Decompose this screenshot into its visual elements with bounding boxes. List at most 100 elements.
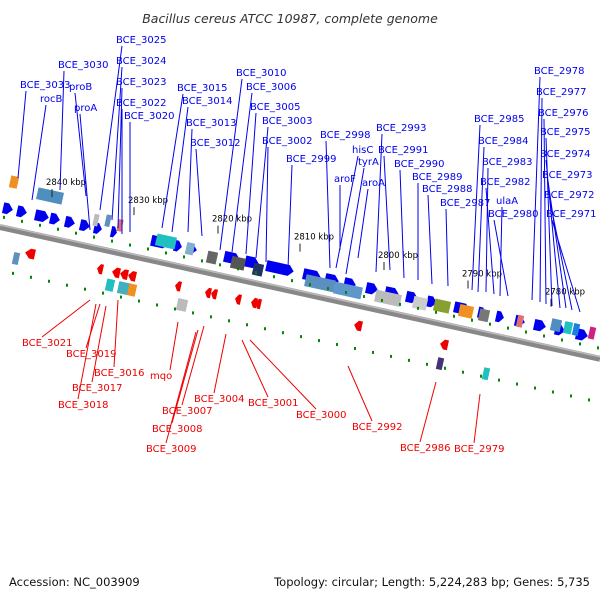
forward-gene-label: BCE_2976 xyxy=(538,108,588,119)
track-tick xyxy=(588,398,590,402)
forward-gene-label: aroF xyxy=(334,174,356,185)
track-tick xyxy=(462,370,464,374)
track-tick xyxy=(246,323,248,327)
feature-box xyxy=(515,314,525,328)
feature-box xyxy=(435,357,445,371)
reverse-gene-label: BCE_3009 xyxy=(146,444,196,455)
reverse-leader-line xyxy=(165,331,197,444)
feature-box xyxy=(251,262,265,277)
forward-gene-arrow xyxy=(33,209,49,223)
forward-gene-label: BCE_2990 xyxy=(394,159,444,170)
forward-leader-line xyxy=(545,137,553,307)
gene-labels: BCE_3033 rocB BCE_3030 proB proA BCE_3025 BCE_… xyxy=(20,35,596,455)
reverse-leader-line xyxy=(41,299,91,338)
reverse-gene-arrow xyxy=(235,294,243,305)
forward-leader-line xyxy=(161,93,184,229)
track-tick xyxy=(183,255,185,259)
scale-tick-label: 2810 kbp xyxy=(294,233,334,243)
forward-gene-label: BCE_2978 xyxy=(534,66,584,77)
track-tick xyxy=(201,259,203,263)
reverse-gene-arrow xyxy=(354,320,363,332)
forward-leader-line xyxy=(325,140,331,269)
forward-gene-label: BCE_3014 xyxy=(182,96,232,107)
forward-leader-line xyxy=(357,188,369,259)
reverse-gene-label: BCE_2979 xyxy=(454,444,504,455)
track-tick xyxy=(426,362,428,366)
track-tick xyxy=(57,227,59,231)
track-tick xyxy=(309,283,311,287)
backbone-highlight xyxy=(0,224,600,358)
backbone-line xyxy=(0,224,600,362)
track-tick xyxy=(345,291,347,295)
track-tick xyxy=(372,350,374,354)
scale-tick-label: 2840 kbp xyxy=(46,178,86,188)
feature-box xyxy=(587,326,597,340)
reverse-gene-arrow xyxy=(440,339,449,351)
track-tick xyxy=(417,306,419,310)
forward-gene-label: BCE_3005 xyxy=(250,102,300,113)
reverse-leader-line xyxy=(85,303,101,349)
forward-leader-line xyxy=(375,133,383,273)
reverse-gene-arrow xyxy=(211,289,219,300)
track-tick xyxy=(156,303,158,307)
track-tick xyxy=(120,295,122,299)
forward-gene-label: BCE_2985 xyxy=(474,114,524,125)
reverse-gene-arrow xyxy=(97,264,105,275)
feature-box xyxy=(11,252,21,266)
reverse-gene-label: BCE_3018 xyxy=(58,400,108,411)
track-tick xyxy=(210,315,212,319)
forward-gene-arrow xyxy=(364,282,378,295)
track-tick xyxy=(75,231,77,235)
forward-gene-label: BCE_2999 xyxy=(286,154,336,165)
track-tick xyxy=(561,338,563,342)
forward-gene-label: BCE_2971 xyxy=(546,209,596,220)
feature-box xyxy=(154,233,178,250)
reverse-leader-line xyxy=(113,299,119,368)
forward-gene-label: BCE_3025 xyxy=(116,35,166,46)
forward-leader-line xyxy=(399,169,405,279)
forward-gene-label: BCE_2982 xyxy=(480,177,530,188)
track-tick xyxy=(552,390,554,394)
reverse-gene-label: BCE_2986 xyxy=(400,443,450,454)
track-tick xyxy=(444,366,446,370)
track-tick xyxy=(192,311,194,315)
forward-leader-line xyxy=(335,155,359,269)
forward-leader-line xyxy=(255,126,269,259)
forward-gene-label: BCE_3003 xyxy=(262,116,312,127)
reverse-leader-line xyxy=(171,329,199,424)
track-tick xyxy=(66,283,68,287)
feature-box xyxy=(229,255,247,271)
forward-gene-label: BCE_3006 xyxy=(246,82,296,93)
reverse-gene-label: BCE_2992 xyxy=(352,422,402,433)
track-tick xyxy=(300,335,302,339)
forward-leader-line xyxy=(543,118,547,305)
track-tick xyxy=(228,319,230,323)
forward-leader-line xyxy=(17,90,27,179)
reverse-gene-label: BCE_3017 xyxy=(72,383,122,394)
reverse-gene-label: mqo xyxy=(150,371,172,382)
forward-gene-arrow xyxy=(532,318,546,332)
track-tick xyxy=(354,346,356,350)
forward-gene-label: rocB xyxy=(40,94,63,105)
track-tick xyxy=(102,291,104,295)
forward-leader-line xyxy=(111,66,123,221)
forward-gene-arrow xyxy=(425,295,437,308)
scale-tick-label: 2820 kbp xyxy=(212,215,252,225)
feature-box xyxy=(374,289,402,307)
track-tick xyxy=(390,354,392,358)
reverse-gene-arrow xyxy=(128,271,137,282)
track-tick xyxy=(93,235,95,239)
forward-leader-line xyxy=(31,104,47,201)
forward-leader-line xyxy=(551,219,581,313)
forward-gene-arrow xyxy=(109,226,117,238)
map-title: Bacillus cereus ATCC 10987, complete gen… xyxy=(142,11,438,26)
reverse-gene-label: BCE_3021 xyxy=(22,338,72,349)
forward-leader-line xyxy=(547,180,567,309)
reverse-leader-line xyxy=(181,325,205,406)
forward-leader-line xyxy=(287,164,293,269)
reverse-gene-label: BCE_3019 xyxy=(66,349,116,360)
scale-tick-label: 2830 kbp xyxy=(128,196,168,206)
track-tick xyxy=(237,267,239,271)
forward-leader-line xyxy=(99,45,123,211)
